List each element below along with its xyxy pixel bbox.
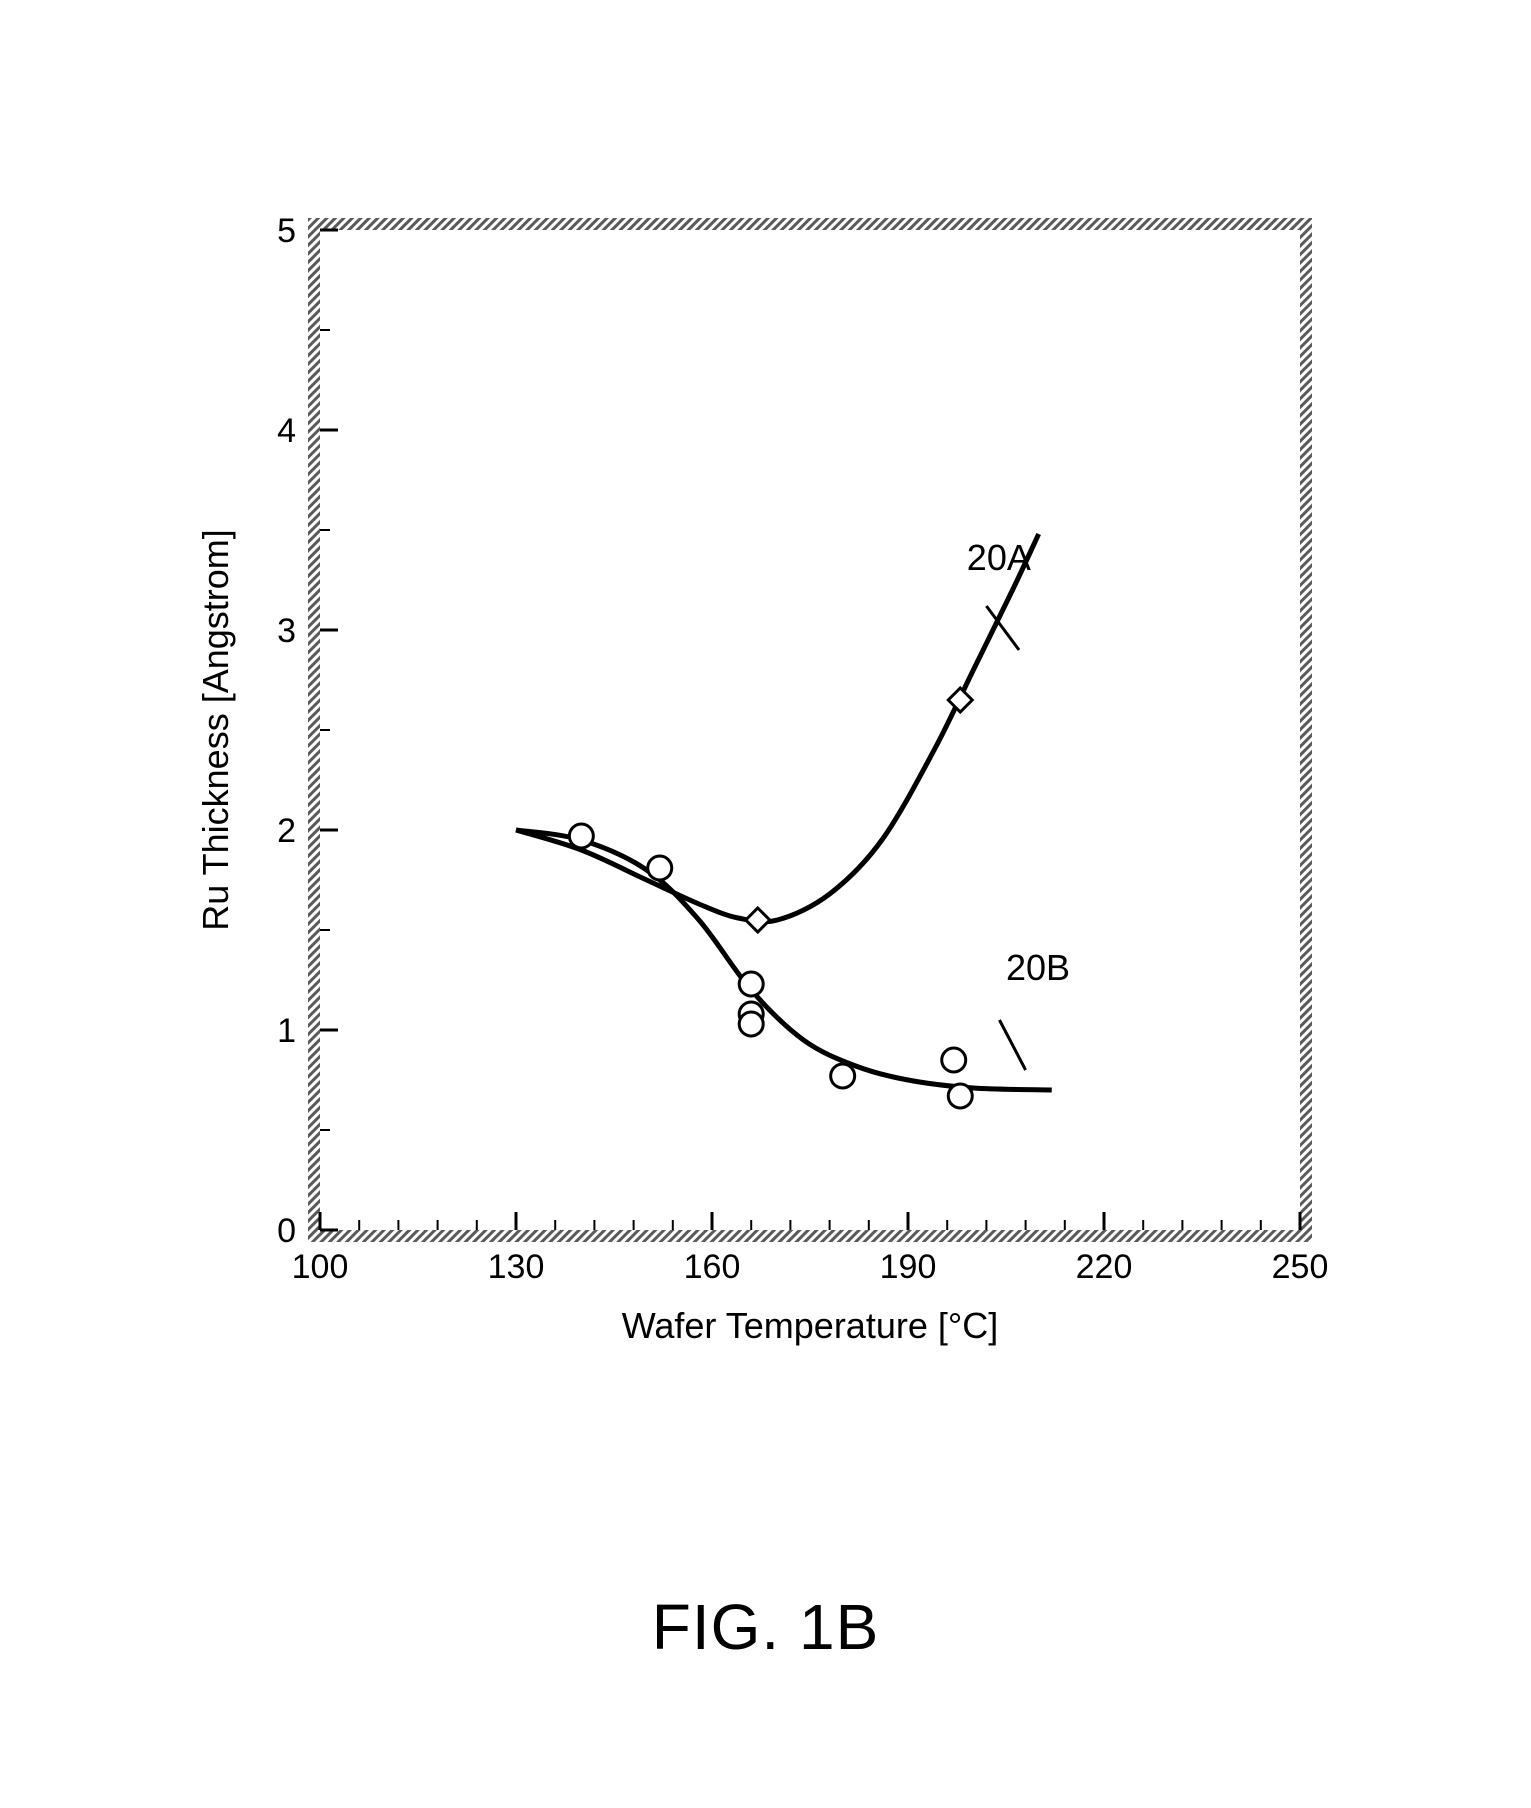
series-B-marker: [648, 856, 672, 880]
x-tick-label: 220: [1076, 1248, 1133, 1286]
x-tick-label: 100: [292, 1248, 349, 1286]
series-B-label: 20B: [1006, 947, 1070, 988]
chart-container: 100 130 160 190 220 250 0 1 2 3 4 5 Wafer Temperatur…: [180, 210, 1340, 1390]
series-B-marker: [942, 1048, 966, 1072]
y-tick-label: 4: [277, 412, 296, 450]
series-B-marker: [948, 1084, 972, 1108]
series-B-marker: [831, 1064, 855, 1088]
series-B-marker: [739, 972, 763, 996]
series-B-marker: [739, 1012, 763, 1036]
y-tick-label: 1: [277, 1012, 296, 1050]
series-A-label: 20A: [967, 537, 1031, 578]
x-tick-label: 160: [684, 1248, 741, 1286]
page: 100 130 160 190 220 250 0 1 2 3 4 5 Wafer Temperatur…: [0, 0, 1531, 1808]
figure-label: FIG. 1B: [0, 1590, 1531, 1664]
x-tick-label: 190: [880, 1248, 937, 1286]
chart-svg: 100 130 160 190 220 250 0 1 2 3 4 5 Wafer Temperatur…: [180, 210, 1340, 1390]
series-B-marker: [569, 824, 593, 848]
y-tick-label: 5: [277, 212, 296, 250]
x-tick-label: 130: [488, 1248, 545, 1286]
y-tick-label: 0: [277, 1212, 296, 1250]
y-axis-label: Ru Thickness [Angstrom]: [195, 529, 236, 930]
y-tick-label: 3: [277, 612, 296, 650]
x-tick-label: 250: [1272, 1248, 1329, 1286]
y-tick-label: 2: [277, 812, 296, 850]
x-axis-label: Wafer Temperature [°C]: [622, 1305, 999, 1346]
